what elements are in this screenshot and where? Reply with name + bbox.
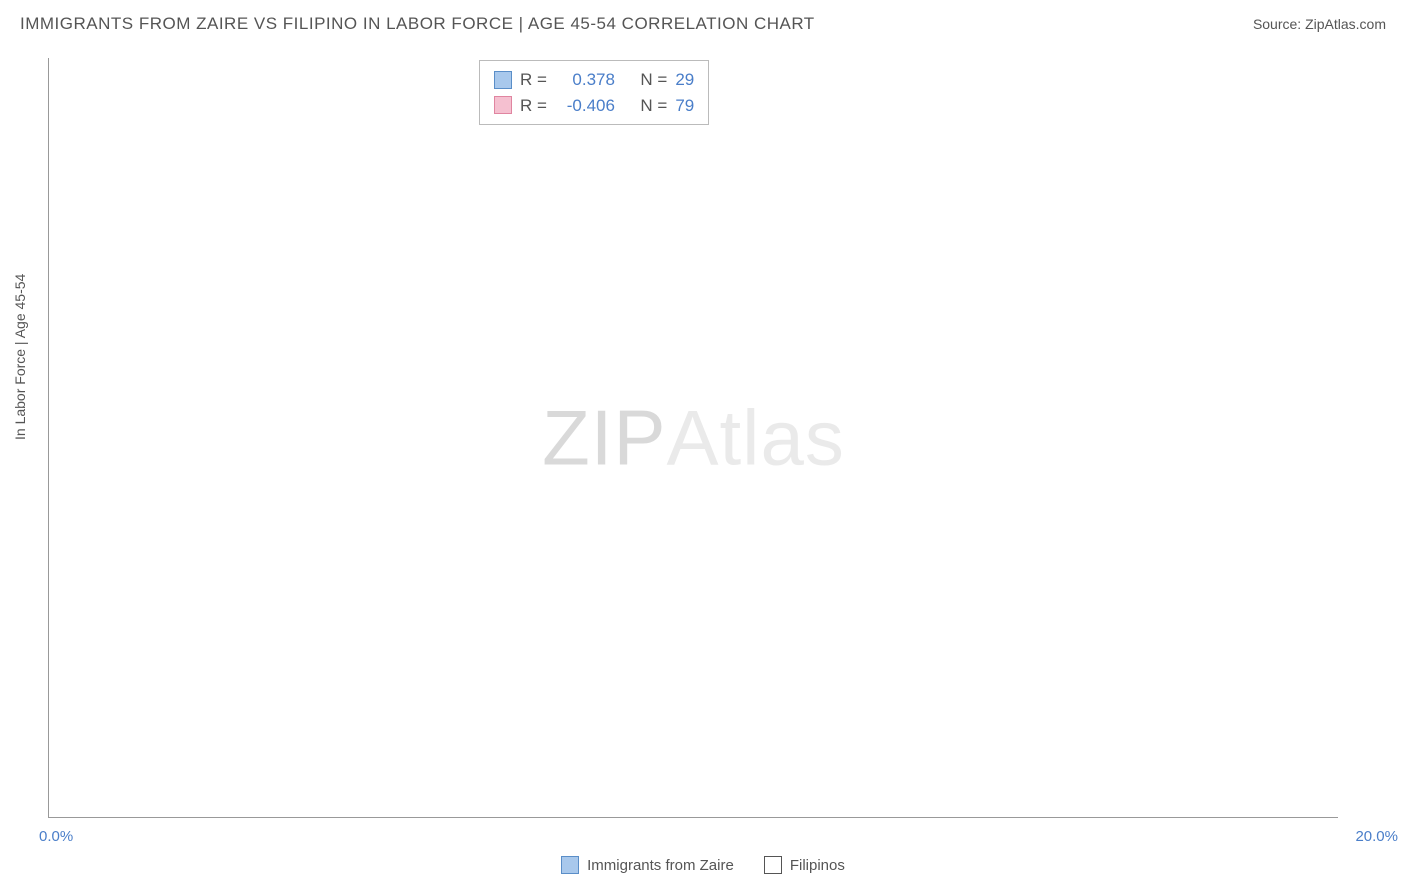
n-value-filipino: 79	[675, 93, 694, 119]
correlation-stats-box: R = 0.378 N = 29 R = -0.406 N = 79	[479, 60, 709, 125]
source-label: Source:	[1253, 16, 1301, 32]
r-label: R =	[520, 93, 547, 119]
r-value-filipino: -0.406	[555, 93, 615, 119]
r-value-zaire: 0.378	[555, 67, 615, 93]
y-axis-title: In Labor Force | Age 45-54	[12, 274, 28, 440]
legend-swatch-zaire	[561, 856, 579, 874]
x-axis-min-label: 0.0%	[39, 828, 73, 845]
bottom-legend: Immigrants from Zaire Filipinos	[0, 856, 1406, 874]
source-link[interactable]: ZipAtlas.com	[1305, 16, 1386, 32]
r-label: R =	[520, 67, 547, 93]
x-axis-max-label: 20.0%	[1355, 828, 1398, 845]
chart-header: IMMIGRANTS FROM ZAIRE VS FILIPINO IN LAB…	[20, 14, 1386, 34]
stat-row-filipino: R = -0.406 N = 79	[494, 93, 694, 119]
n-label: N =	[640, 67, 667, 93]
n-label: N =	[640, 93, 667, 119]
stat-row-zaire: R = 0.378 N = 29	[494, 67, 694, 93]
legend-label-zaire: Immigrants from Zaire	[587, 857, 734, 874]
source-attribution: Source: ZipAtlas.com	[1253, 16, 1386, 32]
chart-title: IMMIGRANTS FROM ZAIRE VS FILIPINO IN LAB…	[20, 14, 815, 34]
swatch-filipino	[494, 96, 512, 114]
legend-label-filipino: Filipinos	[790, 857, 845, 874]
legend-item-zaire: Immigrants from Zaire	[561, 856, 734, 874]
legend-item-filipino: Filipinos	[764, 856, 845, 874]
chart-svg	[49, 58, 1338, 817]
n-value-zaire: 29	[675, 67, 694, 93]
swatch-zaire	[494, 71, 512, 89]
legend-swatch-filipino	[764, 856, 782, 874]
plot-area: R = 0.378 N = 29 R = -0.406 N = 79 ZIPAt…	[48, 58, 1338, 818]
